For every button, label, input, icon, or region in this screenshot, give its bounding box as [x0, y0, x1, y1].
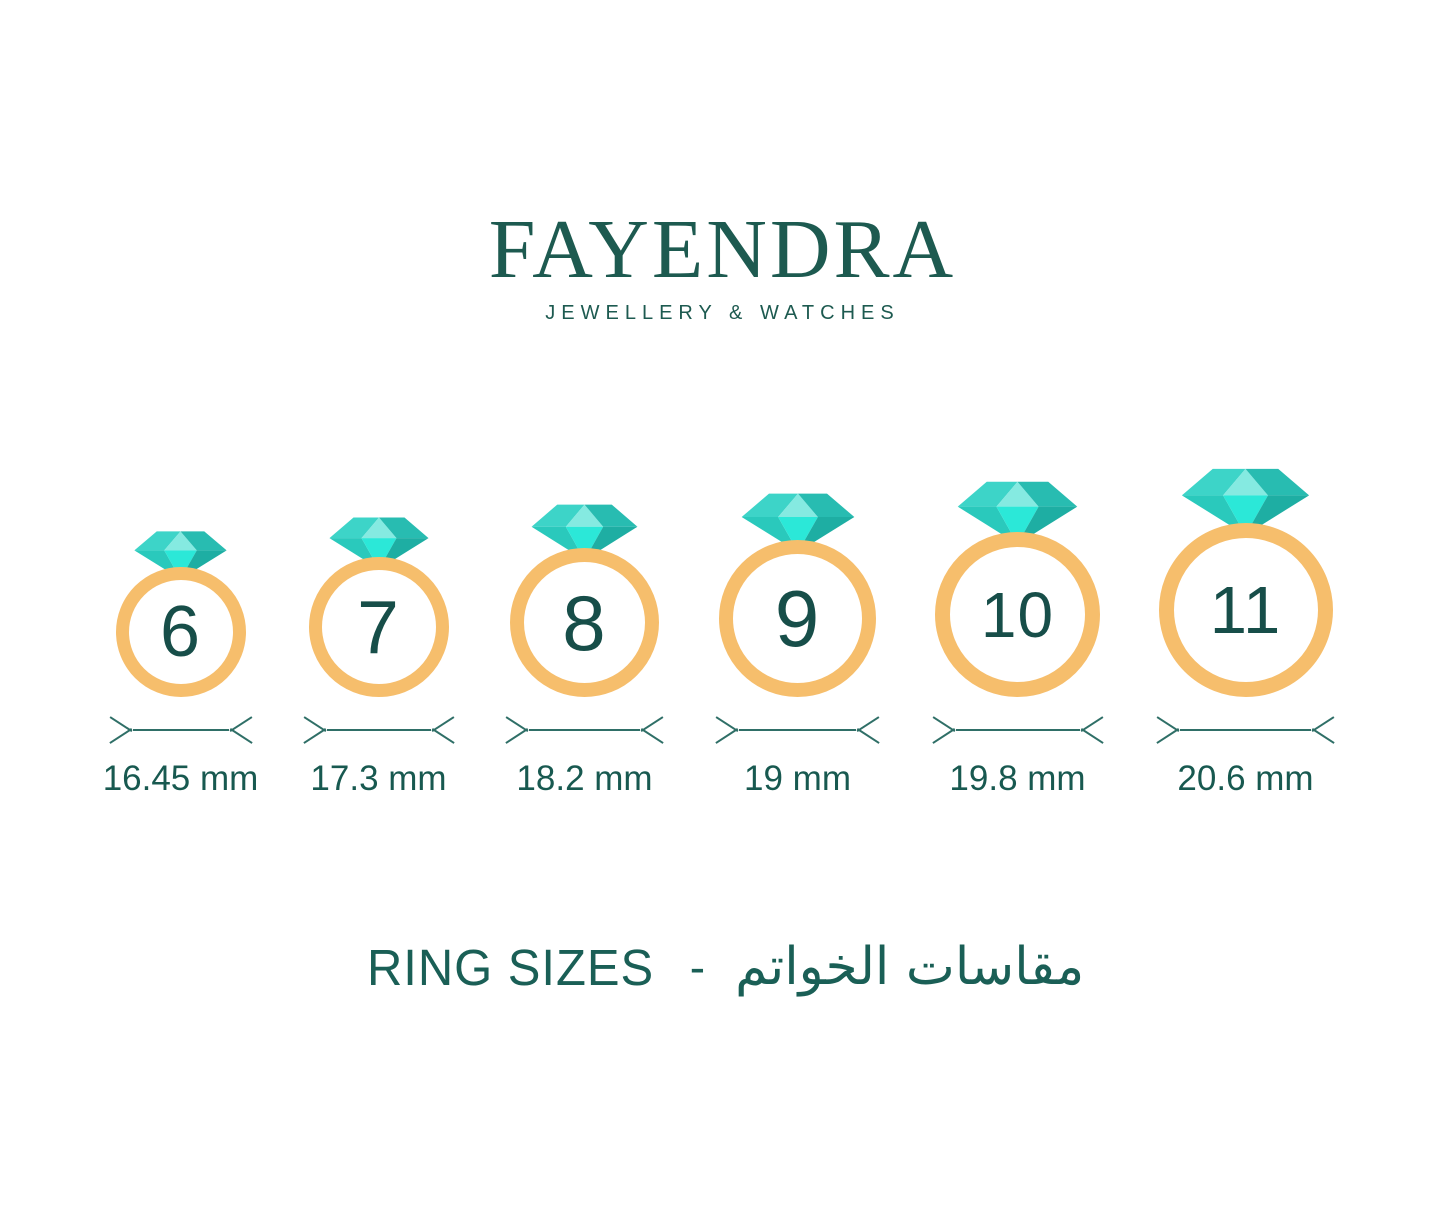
ring-size-number: 8 — [562, 578, 607, 667]
dimension-line — [529, 728, 640, 732]
dimension-line — [132, 728, 229, 732]
ring-band: 8 — [510, 548, 659, 697]
ring-band: 6 — [115, 567, 246, 697]
dimension-line — [739, 728, 856, 732]
ring-diameter-label: 16.45 mm — [102, 759, 259, 798]
ring-size-number: 10 — [980, 578, 1055, 651]
dimension-line — [326, 728, 431, 732]
ring-band: 7 — [308, 557, 449, 697]
diamond-icon — [531, 504, 638, 560]
page-title-arabic: مقاسات الخواتم — [735, 937, 1085, 997]
ring-column-size-7: 7 17.3 mm — [299, 516, 459, 799]
ring-band: 10 — [935, 532, 1100, 697]
ring-size-number: 7 — [357, 584, 400, 669]
dimension-arrow-right-icon — [431, 711, 452, 749]
ring-diameter-label: 17.3 mm — [310, 759, 447, 798]
dimension-arrow-right-icon — [1080, 711, 1101, 749]
dimension-arrow-right-icon — [640, 711, 661, 749]
ring-column-size-10: 10 19.8 mm — [927, 480, 1109, 799]
ring-column-size-6: 6 16.45 mm — [102, 530, 259, 799]
ring-diameter-label: 19 mm — [744, 759, 851, 798]
ring-column-size-9: 9 19 mm — [711, 492, 885, 799]
dimension-line — [955, 728, 1080, 732]
ring-band: 9 — [719, 540, 876, 697]
diamond-icon — [134, 531, 227, 579]
ring-column-size-8: 8 18.2 mm — [501, 503, 669, 799]
diameter-dimension-line — [935, 711, 1101, 749]
dimension-arrow-left-icon — [112, 711, 133, 749]
diameter-dimension-line — [112, 711, 250, 749]
diameter-dimension-line — [508, 711, 661, 749]
ring-size-number: 9 — [774, 573, 821, 663]
ring-size-row: 6 16.45 mm 7 17.3 mm — [0, 467, 1445, 799]
brand-name: FAYENDRA — [488, 203, 957, 296]
ring-diameter-label: 19.8 mm — [949, 759, 1086, 798]
dimension-arrow-left-icon — [935, 711, 956, 749]
dimension-arrow-right-icon — [229, 711, 250, 749]
ring-diameter-label: 18.2 mm — [516, 759, 653, 798]
diameter-dimension-line — [1159, 711, 1332, 749]
ring-diameter-label: 20.6 mm — [1177, 759, 1314, 798]
page-title: RING SIZES - مقاسات الخواتم — [0, 937, 1445, 997]
dimension-arrow-left-icon — [1159, 711, 1180, 749]
dimension-arrow-left-icon — [306, 711, 327, 749]
dimension-arrow-right-icon — [1311, 711, 1332, 749]
ring-band: 11 — [1158, 523, 1333, 697]
dimension-arrow-left-icon — [718, 711, 739, 749]
title-separator-dash: - — [689, 941, 706, 993]
diameter-dimension-line — [306, 711, 452, 749]
page-title-english: RING SIZES — [366, 938, 654, 996]
ring-size-number: 6 — [159, 592, 202, 672]
ring-size-number: 11 — [1209, 572, 1282, 648]
brand-tagline: JEWELLERY & WATCHES — [545, 302, 900, 324]
dimension-line — [1180, 728, 1311, 732]
ring-column-size-11: 11 20.6 mm — [1151, 467, 1341, 799]
dimension-arrow-left-icon — [508, 711, 529, 749]
dimension-arrow-right-icon — [856, 711, 877, 749]
brand-logo: FAYENDRA JEWELLERY & WATCHES — [0, 0, 1445, 325]
diameter-dimension-line — [718, 711, 877, 749]
